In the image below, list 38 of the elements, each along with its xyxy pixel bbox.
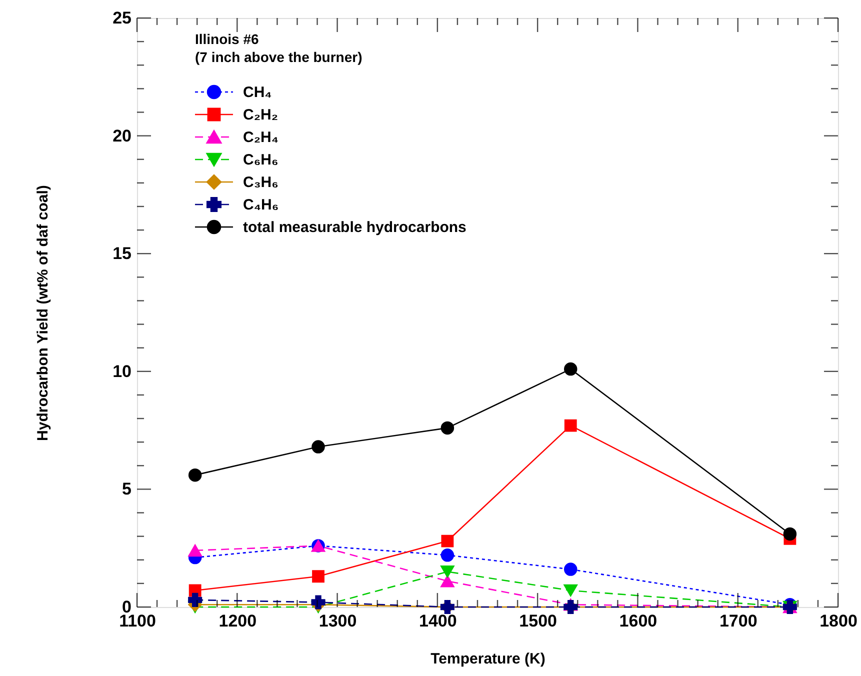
y-axis-title: Hydrocarbon Yield (wt% of daf coal): [34, 185, 52, 441]
point: [783, 527, 797, 541]
y-tick-label: 25: [112, 8, 132, 28]
x-tick-label: 1100: [119, 612, 156, 630]
point: [312, 440, 325, 454]
legend-label: C₄H₆: [243, 196, 279, 214]
point: [564, 419, 577, 432]
y-tick-label: 10: [112, 362, 132, 381]
x-axis-title: Temperature (K): [430, 650, 546, 668]
legend-label: C₆H₆: [243, 152, 278, 168]
legend-title: Illinois #6 (7 inch above the burner): [195, 31, 362, 65]
point: [440, 548, 454, 562]
point: [440, 574, 454, 588]
y-tick-label: 15: [112, 244, 132, 264]
point: [564, 562, 578, 576]
x-tick-label: 1300: [318, 612, 357, 630]
x-tick-label: 1400: [419, 612, 457, 630]
legend-label: total measurable hydrocarbons: [243, 219, 466, 236]
legend-label: C₂H₄: [243, 129, 278, 146]
point: [440, 566, 454, 578]
y-tick-label: 5: [122, 480, 132, 499]
point: [440, 421, 454, 435]
y-tick-label: 20: [112, 126, 132, 146]
point: [312, 570, 324, 583]
x-tick-label: 1500: [519, 612, 557, 630]
point: [441, 534, 454, 548]
point: [188, 468, 202, 482]
point: [564, 584, 578, 597]
point: [564, 362, 578, 376]
point: [188, 544, 202, 557]
legend-label: CH₄: [243, 84, 272, 101]
legend-label: C₂H₂: [243, 106, 278, 124]
point: [311, 595, 326, 610]
x-tick-label: 1800: [820, 612, 858, 630]
legend-label: C₃H₆: [243, 174, 278, 191]
x-tick-label: 1600: [619, 612, 658, 630]
x-tick-label: 1700: [719, 612, 758, 630]
x-tick-label: 1200: [218, 612, 257, 630]
